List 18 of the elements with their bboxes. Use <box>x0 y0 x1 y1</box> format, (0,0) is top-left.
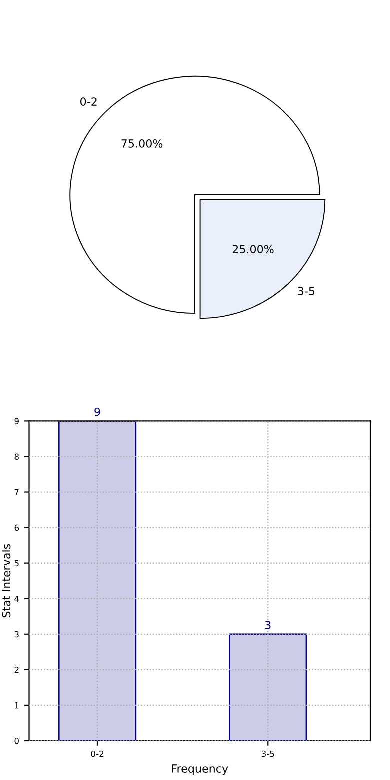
y-tick-label: 6 <box>14 524 20 532</box>
y-tick-label: 8 <box>14 454 19 460</box>
y-tick-label: 9 <box>14 418 19 424</box>
y-tick-label: 5 <box>14 560 19 567</box>
y-tick-label: 2 <box>14 666 19 674</box>
data-label: 25.00% <box>232 245 274 254</box>
data-label: 3 <box>265 621 271 630</box>
data-label: 75.00% <box>122 140 163 148</box>
data-label: 9 <box>94 408 100 416</box>
slice-label: 0-2 <box>80 98 97 106</box>
y-tick-label: 1 <box>15 702 19 709</box>
slice-label: 3-5 <box>298 287 315 296</box>
y-axis-title: Stat Intervals <box>2 544 11 618</box>
y-tick-label: 0 <box>14 738 19 744</box>
x-axis-title: Frequency <box>172 764 228 776</box>
y-tick-label: 3 <box>14 631 19 638</box>
y-tick-label: 7 <box>14 489 19 496</box>
y-tick-label: 4 <box>14 596 20 602</box>
